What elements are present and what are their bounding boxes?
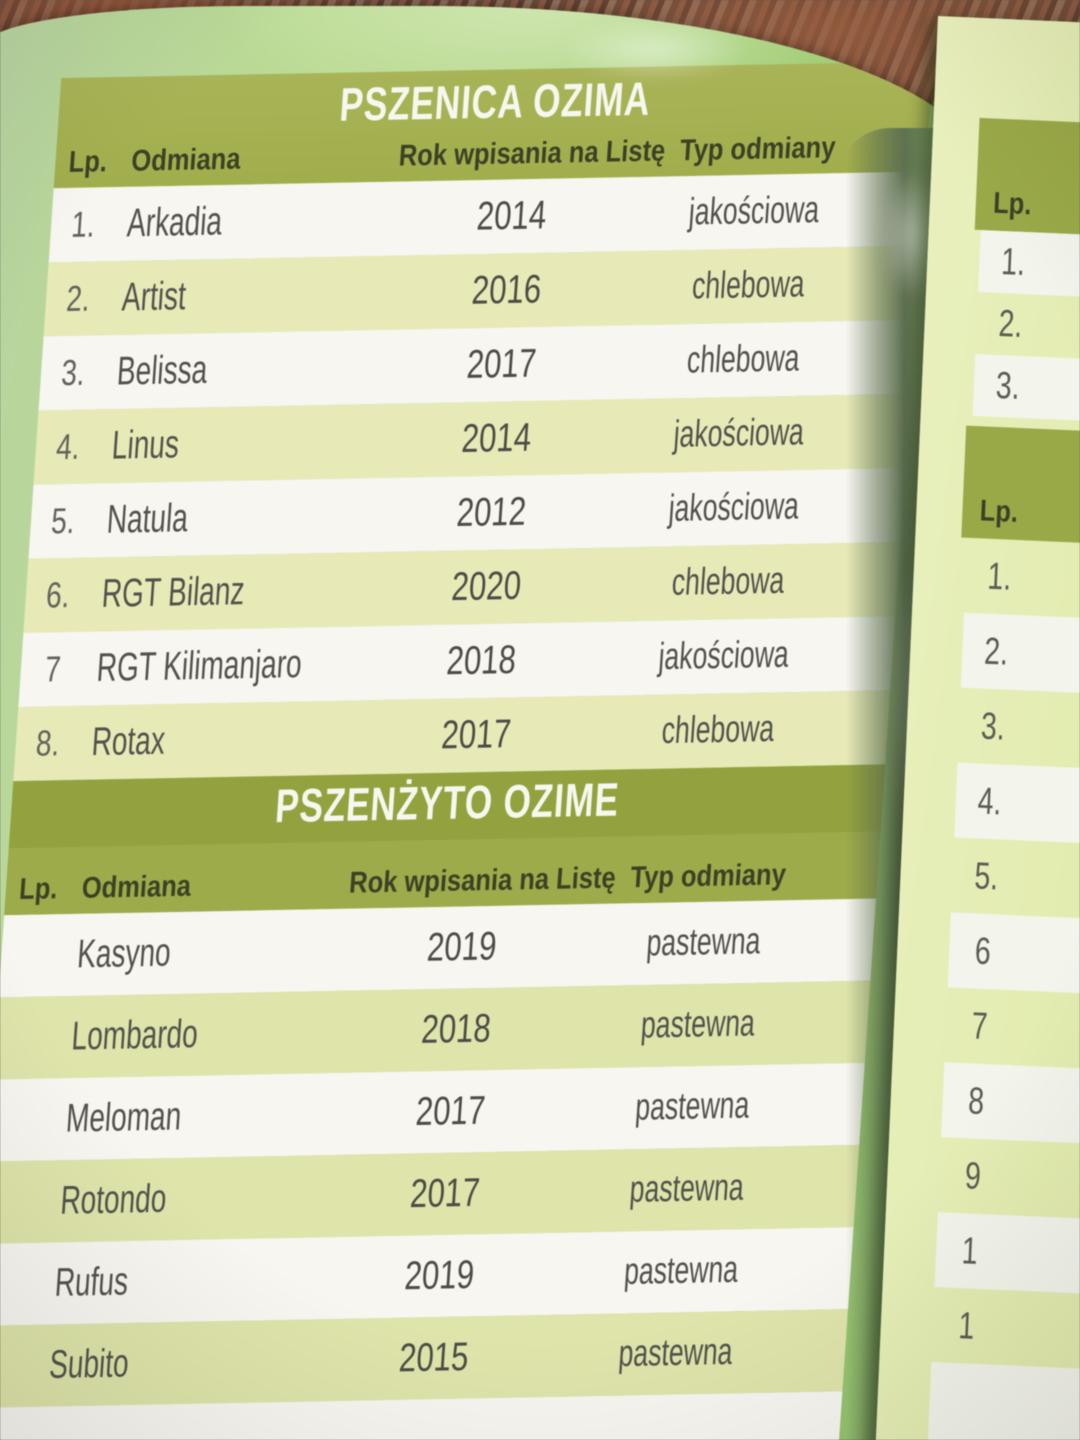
left-page-perspective: PSZENICA OZIMA Lp. Odmiana Rok wpisania …: [0, 6, 986, 1440]
lp-cell: 2.: [983, 630, 1010, 674]
lp-cell: 6: [974, 930, 993, 973]
lp-cell: 8: [967, 1079, 986, 1123]
varieties-tables: PSZENICA OZIMA Lp. Odmiana Rok wpisania …: [0, 61, 934, 1440]
year-cell: 2020: [449, 563, 523, 610]
lp-cell: 5.: [49, 499, 77, 542]
year-cell: 2017: [408, 1170, 481, 1217]
table-row: 3.: [906, 685, 1080, 771]
lp-cell: 1.: [986, 555, 1013, 599]
column-header-lp: Lp.: [67, 145, 108, 179]
table-row: 1: [883, 1210, 1080, 1296]
type-cell: jakościowa: [656, 633, 790, 679]
year-cell: 2014: [474, 193, 548, 239]
type-cell: pastewna: [628, 1166, 746, 1211]
column-header-typ: Typ odmiany: [679, 131, 837, 168]
type-cell: jakościowa: [666, 485, 800, 531]
column-header-typ: Typ odmiany: [629, 858, 788, 895]
table-row: 9: [886, 1135, 1080, 1221]
type-cell: pastewna: [634, 1084, 751, 1129]
table-row: 7: [892, 985, 1080, 1071]
pszenzyto-title-band: PSZENŻYTO OZIME Lp. Odmiana Rok wpisania…: [4, 764, 886, 916]
column-header-odmiana: Odmiana: [80, 869, 193, 905]
table-row: 6: [896, 910, 1080, 996]
type-cell: pastewna: [645, 920, 763, 965]
table-row: 5.: [899, 835, 1080, 921]
year-cell: 2012: [454, 489, 528, 536]
year-cell: 2018: [444, 637, 518, 684]
pszenzyto-header-row: Lp. Odmiana Rok wpisania na Listę Typ od…: [5, 850, 880, 907]
column-header-lp: Lp.: [17, 872, 59, 907]
table-row: 2.: [923, 290, 1080, 363]
table-row: 1: [879, 1285, 1080, 1371]
pszenica-title-band: PSZENICA OZIMA Lp. Odmiana Rok wpisania …: [53, 61, 934, 189]
column-header-lp: Lp.: [992, 186, 1033, 222]
left-page: PSZENICA OZIMA Lp. Odmiana Rok wpisania …: [0, 6, 986, 1440]
lp-cell: 3.: [980, 705, 1006, 749]
lp-cell: 3.: [995, 364, 1021, 408]
column-header-rok: Rok wpisania na Listę: [397, 134, 667, 173]
table-row: 1.: [926, 228, 1080, 301]
year-cell: 2017: [413, 1088, 487, 1134]
type-cell: pastewna: [617, 1330, 735, 1376]
variety-cell: Belissa: [115, 347, 209, 394]
variety-cell: Arkadia: [125, 199, 224, 246]
lp-cell: 4.: [54, 425, 82, 468]
year-cell: 2016: [469, 267, 543, 313]
table-row-partial: [876, 1360, 1080, 1440]
type-cell: chlebowa: [690, 263, 807, 308]
type-cell: jakościowa: [687, 189, 821, 234]
variety-cell: Natula: [105, 496, 190, 542]
lp-cell: 6.: [44, 573, 72, 616]
variety-cell: Rufus: [53, 1259, 130, 1305]
lp-cell: 1: [961, 1229, 979, 1273]
type-cell: chlebowa: [660, 707, 776, 753]
type-cell: jakościowa: [671, 411, 805, 456]
table-row: 1.: [912, 536, 1080, 622]
lp-cell: 1.: [70, 203, 97, 245]
lp-cell: 7: [971, 1004, 989, 1048]
year-cell: 2017: [439, 712, 512, 758]
table-row: 8: [889, 1060, 1080, 1146]
table-row: 4.: [902, 760, 1080, 846]
right-upper-header-band: Lp.: [974, 117, 1080, 239]
column-header-rok: Rok wpisania na Listę: [348, 861, 617, 900]
table-row: 2.: [909, 610, 1080, 696]
year-cell: 2018: [419, 1006, 492, 1052]
variety-cell: Kasyno: [75, 930, 173, 977]
type-cell: pastewna: [639, 1002, 757, 1047]
variety-cell: Artist: [120, 274, 188, 320]
table-row: 3.: [921, 352, 1080, 425]
type-cell: chlebowa: [670, 559, 786, 604]
variety-cell: Rotax: [90, 718, 167, 765]
lp-cell: 5.: [973, 854, 1000, 898]
variety-cell: Subito: [47, 1341, 131, 1388]
lp-cell: 2.: [65, 277, 92, 320]
lp-cell: 9: [964, 1154, 983, 1198]
variety-cell: RGT Bilanz: [100, 569, 247, 616]
type-cell: chlebowa: [685, 337, 802, 382]
year-cell: 2015: [397, 1334, 470, 1381]
column-header-lp: Lp.: [979, 494, 1019, 529]
year-cell: 2017: [464, 341, 538, 387]
lp-cell: 3.: [60, 351, 87, 394]
year-cell: 2019: [402, 1252, 476, 1299]
variety-cell: Meloman: [64, 1094, 183, 1141]
lp-cell: 1.: [1000, 241, 1027, 285]
variety-cell: Rotondo: [59, 1176, 168, 1223]
lp-cell: 7: [43, 648, 63, 690]
column-header-odmiana: Odmiana: [130, 142, 242, 178]
year-cell: 2014: [459, 415, 533, 461]
lp-cell: 2.: [997, 302, 1024, 346]
lp-cell: 8.: [34, 722, 61, 764]
year-cell: 2019: [425, 924, 498, 970]
type-cell: pastewna: [622, 1248, 740, 1293]
variety-cell: Lombardo: [70, 1012, 200, 1059]
right-lower-header-band: Lp.: [961, 425, 1080, 547]
variety-cell: Linus: [110, 422, 181, 468]
lp-cell: 4.: [976, 780, 1003, 824]
lp-cell: 1: [958, 1304, 976, 1348]
